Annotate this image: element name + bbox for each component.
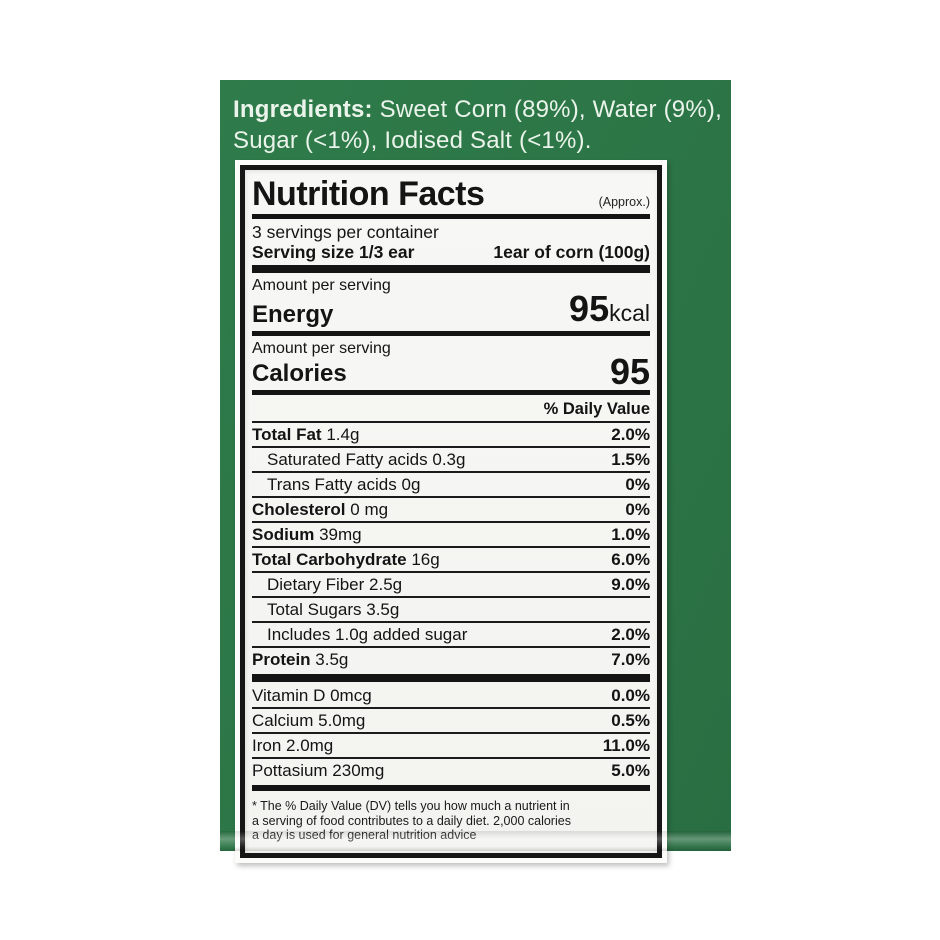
micro-name: Pottasium 230mg	[252, 761, 385, 780]
divider-bar	[252, 785, 650, 791]
divider-bar	[252, 265, 650, 273]
daily-value-footnote: * The % Daily Value (DV) tells you how m…	[252, 793, 650, 843]
micro-dv: 11.0%	[602, 736, 650, 755]
amount-per-serving-calories: Amount per serving	[252, 340, 391, 357]
ingredients-line1: Sweet Corn (89%), Water (9%),	[372, 96, 722, 123]
divider-bar	[252, 674, 650, 682]
nutrition-facts-title: Nutrition Facts	[252, 175, 485, 213]
nutrient-name: Sodium	[252, 525, 315, 544]
energy-value: 95kcal	[569, 291, 650, 328]
nutrient-dv: 2.0%	[611, 425, 650, 444]
nutrient-name: Trans Fatty acids	[267, 475, 397, 494]
micro-row-iron: Iron 2.0mg 11.0%	[252, 732, 650, 757]
nutrient-row-protein: Protein 3.5g 7.0%	[252, 646, 650, 671]
nutrient-name: Dietary Fiber	[267, 575, 365, 594]
nutrient-row-total-sugars: Total Sugars 3.5g	[252, 596, 650, 621]
nutrient-name: Cholesterol	[252, 500, 346, 519]
footnote-line: a day is used for general nutrition advi…	[252, 828, 650, 843]
energy-label: Energy	[252, 301, 334, 328]
nutrient-amount: 2.5g	[369, 575, 403, 594]
micro-name: Vitamin D 0mcg	[252, 686, 372, 705]
energy-row: Energy 95kcal	[252, 291, 650, 328]
micro-dv: 0.5%	[611, 711, 650, 730]
nutrient-row-cholesterol: Cholesterol 0 mg 0%	[252, 496, 650, 521]
green-package-panel: Ingredients: Sweet Corn (89%), Water (9%…	[220, 80, 731, 863]
nutrition-facts-header: Nutrition Facts (Approx.)	[252, 177, 650, 211]
ingredients-line2: Sugar (<1%), Iodised Salt (<1%).	[233, 127, 592, 154]
micro-name: Iron 2.0mg	[252, 736, 334, 755]
nutrient-name: Total Sugars	[267, 600, 362, 619]
micro-dv: 5.0%	[611, 761, 650, 780]
approx-note: (Approx.)	[598, 195, 650, 209]
nutrient-amount: 3.5g	[315, 650, 349, 669]
nutrient-row-total-fat: Total Fat 1.4g 2.0%	[252, 421, 650, 446]
micro-name: Calcium 5.0mg	[252, 711, 366, 730]
footnote-line: * The % Daily Value (DV) tells you how m…	[252, 799, 570, 813]
micro-row-pottasium: Pottasium 230mg 5.0%	[252, 757, 650, 782]
nutrient-dv: 0%	[625, 475, 650, 494]
amount-per-serving-energy: Amount per serving	[252, 277, 391, 294]
serving-size-label: Serving size 1/3 ear	[252, 242, 415, 262]
daily-value-header: % Daily Value	[543, 400, 650, 418]
nutrient-row-trans-fat: Trans Fatty acids 0g 0%	[252, 471, 650, 496]
divider-bar	[252, 331, 650, 336]
nutrient-dv: 7.0%	[611, 650, 650, 669]
micro-dv: 0.0%	[611, 686, 650, 705]
divider-bar	[252, 214, 650, 219]
nutrient-row-total-carbohydrate: Total Carbohydrate 16g 6.0%	[252, 546, 650, 571]
nutrient-dv: 1.0%	[611, 525, 650, 544]
nutrient-dv: 9.0%	[611, 575, 650, 594]
nutrient-name: Saturated Fatty acids	[267, 450, 428, 469]
nutrient-dv: 1.5%	[611, 450, 650, 469]
nutrition-label-frame: Nutrition Facts (Approx.) 3 servings per…	[235, 160, 667, 863]
nutrient-row-added-sugar: Includes 1.0g added sugar 2.0%	[252, 621, 650, 646]
micro-row-calcium: Calcium 5.0mg 0.5%	[252, 707, 650, 732]
nutrient-name: Total Fat	[252, 425, 322, 444]
nutrient-amount: 0g	[401, 475, 421, 494]
servings-per-container: 3 servings per container	[252, 222, 439, 242]
serving-size-row: Serving size 1/3 ear 1ear of corn (100g)	[252, 242, 650, 262]
nutrient-amount: 16g	[411, 550, 440, 569]
nutrient-amount: 1.4g	[326, 425, 360, 444]
nutrient-dv: 6.0%	[611, 550, 650, 569]
nutrient-dv: 0%	[625, 500, 650, 519]
nutrient-row-dietary-fiber: Dietary Fiber 2.5g 9.0%	[252, 571, 650, 596]
energy-unit: kcal	[609, 300, 650, 326]
nutrient-row-saturated-fat: Saturated Fatty acids 0.3g 1.5%	[252, 446, 650, 471]
calories-row: Calories 95	[252, 351, 650, 392]
micro-row-vitamin-d: Vitamin D 0mcg 0.0%	[252, 684, 650, 707]
nutrient-name: Includes 1.0g added sugar	[267, 625, 468, 644]
panel-bottom-sheen	[220, 831, 731, 851]
nutrient-amount: 0 mg	[350, 500, 389, 519]
nutrient-amount: 0.3g	[432, 450, 466, 469]
ingredients-text: Ingredients: Sweet Corn (89%), Water (9%…	[233, 94, 725, 156]
nutrient-name: Protein	[252, 650, 311, 669]
energy-number: 95	[569, 288, 610, 329]
ingredients-label: Ingredients:	[233, 96, 373, 123]
nutrient-amount: 3.5g	[366, 600, 400, 619]
divider-bar	[252, 390, 650, 395]
nutrient-amount: 39mg	[319, 525, 362, 544]
nutrition-facts-panel: Nutrition Facts (Approx.) 3 servings per…	[240, 165, 662, 858]
serving-size-value: 1ear of corn (100g)	[493, 242, 650, 262]
nutrient-row-sodium: Sodium 39mg 1.0%	[252, 521, 650, 546]
calories-label: Calories	[252, 360, 347, 387]
calories-value: 95	[609, 351, 650, 392]
nutrient-dv: 2.0%	[611, 625, 650, 644]
footnote-line: a serving of food contributes to a daily…	[252, 813, 571, 828]
nutrient-name: Total Carbohydrate	[252, 550, 407, 569]
